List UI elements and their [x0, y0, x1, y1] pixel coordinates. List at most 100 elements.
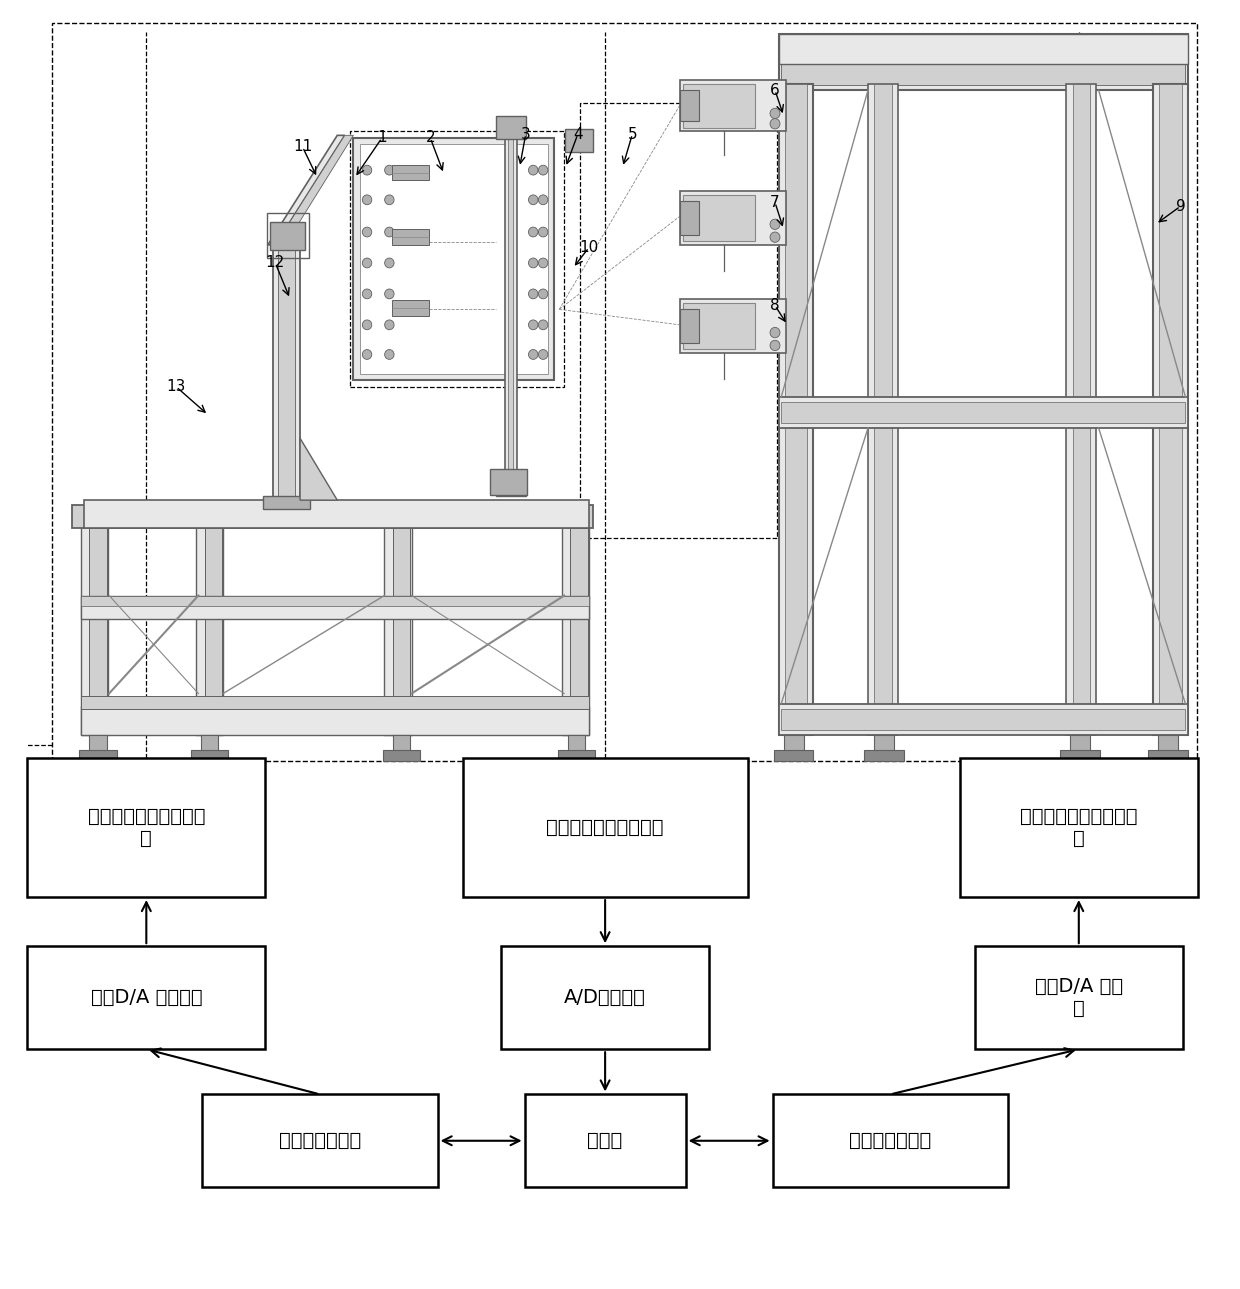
- Bar: [81, 706, 589, 735]
- Bar: [81, 596, 589, 606]
- Bar: [864, 750, 904, 761]
- Bar: [52, 23, 1197, 761]
- Bar: [558, 750, 595, 761]
- Bar: [353, 138, 554, 380]
- Text: 扭转模态控制器: 扭转模态控制器: [849, 1132, 931, 1150]
- Circle shape: [384, 289, 394, 299]
- Bar: [496, 473, 526, 496]
- Polygon shape: [268, 135, 345, 245]
- Circle shape: [362, 349, 372, 360]
- Bar: [1148, 750, 1188, 761]
- Circle shape: [528, 320, 538, 330]
- Bar: [1073, 84, 1090, 735]
- Bar: [350, 131, 564, 387]
- Text: 6: 6: [770, 82, 780, 98]
- Circle shape: [770, 119, 780, 129]
- Bar: [501, 946, 709, 1049]
- Bar: [1158, 735, 1178, 753]
- Bar: [680, 80, 786, 131]
- Bar: [580, 103, 777, 538]
- Circle shape: [362, 195, 372, 205]
- Bar: [463, 758, 748, 897]
- Text: 9: 9: [1176, 199, 1185, 214]
- Bar: [267, 213, 309, 258]
- Circle shape: [538, 258, 548, 268]
- Bar: [384, 526, 412, 735]
- Bar: [392, 300, 429, 316]
- Text: 2: 2: [425, 130, 435, 146]
- Bar: [383, 750, 420, 761]
- Bar: [496, 116, 526, 139]
- Bar: [490, 469, 527, 495]
- Bar: [196, 526, 223, 735]
- Circle shape: [384, 165, 394, 175]
- Text: 第一压电驱动电压放大
器: 第一压电驱动电压放大 器: [88, 807, 205, 848]
- Bar: [868, 84, 898, 735]
- Bar: [1060, 750, 1100, 761]
- Circle shape: [538, 165, 548, 175]
- Bar: [89, 735, 107, 753]
- Circle shape: [384, 349, 394, 360]
- Bar: [89, 526, 107, 735]
- Circle shape: [538, 320, 548, 330]
- Bar: [27, 946, 265, 1049]
- Bar: [874, 84, 892, 735]
- Text: 第二压电驱动电压放大
器: 第二压电驱动电压放大 器: [1021, 807, 1137, 848]
- Bar: [525, 1094, 686, 1187]
- Bar: [263, 496, 310, 509]
- Bar: [191, 750, 228, 761]
- Bar: [683, 84, 755, 128]
- Text: 7: 7: [770, 195, 780, 210]
- Bar: [1153, 84, 1188, 735]
- Polygon shape: [779, 34, 1188, 64]
- Bar: [680, 299, 786, 353]
- Circle shape: [384, 258, 394, 268]
- Circle shape: [538, 195, 548, 205]
- Text: 3: 3: [521, 126, 531, 142]
- Circle shape: [384, 320, 394, 330]
- Bar: [79, 750, 117, 761]
- Bar: [779, 704, 1188, 735]
- Text: 5: 5: [627, 126, 637, 142]
- Bar: [508, 134, 513, 492]
- Circle shape: [362, 258, 372, 268]
- Bar: [683, 303, 755, 349]
- Circle shape: [770, 219, 780, 229]
- Bar: [205, 526, 222, 735]
- Text: 12: 12: [265, 255, 285, 271]
- Bar: [72, 505, 593, 528]
- Bar: [960, 758, 1198, 897]
- Text: 第一D/A 转换电路: 第一D/A 转换电路: [91, 989, 202, 1007]
- Polygon shape: [275, 135, 353, 245]
- Text: 第二D/A 转换
路: 第二D/A 转换 路: [1034, 977, 1123, 1018]
- Text: 8: 8: [770, 298, 780, 313]
- Bar: [779, 397, 1188, 428]
- Bar: [505, 134, 517, 492]
- Circle shape: [528, 165, 538, 175]
- Bar: [562, 526, 589, 735]
- Bar: [392, 165, 429, 180]
- Bar: [680, 201, 699, 235]
- Bar: [278, 241, 295, 505]
- Bar: [781, 39, 1185, 85]
- Bar: [393, 526, 410, 735]
- Bar: [680, 191, 786, 245]
- Bar: [874, 735, 894, 753]
- Bar: [785, 84, 807, 735]
- Text: 计算机: 计算机: [588, 1132, 622, 1150]
- Bar: [81, 696, 589, 709]
- Text: 13: 13: [166, 379, 186, 394]
- Circle shape: [538, 227, 548, 237]
- Circle shape: [528, 227, 538, 237]
- Bar: [202, 1094, 438, 1187]
- Bar: [393, 735, 410, 753]
- Circle shape: [528, 289, 538, 299]
- Bar: [779, 84, 813, 735]
- Circle shape: [770, 327, 780, 338]
- Bar: [680, 90, 699, 121]
- Circle shape: [538, 349, 548, 360]
- Circle shape: [538, 289, 548, 299]
- Bar: [774, 750, 813, 761]
- Text: 1: 1: [377, 130, 387, 146]
- Circle shape: [770, 232, 780, 242]
